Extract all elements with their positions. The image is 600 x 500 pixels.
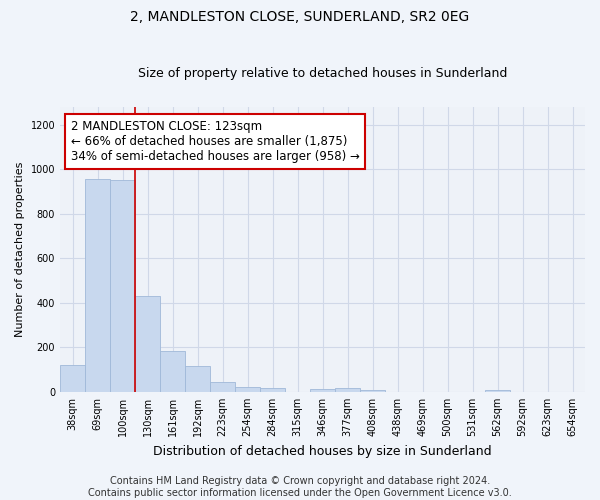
Bar [260,388,285,392]
Text: 2 MANDLESTON CLOSE: 123sqm
← 66% of detached houses are smaller (1,875)
34% of s: 2 MANDLESTON CLOSE: 123sqm ← 66% of deta… [71,120,359,163]
Bar [210,382,235,392]
Bar [310,388,335,392]
Bar [60,365,85,392]
Bar [360,390,385,392]
Bar [185,366,210,392]
Bar [160,351,185,392]
Bar [110,180,135,392]
Bar [135,296,160,392]
Bar [485,390,510,392]
Text: Contains HM Land Registry data © Crown copyright and database right 2024.
Contai: Contains HM Land Registry data © Crown c… [88,476,512,498]
Y-axis label: Number of detached properties: Number of detached properties [15,162,25,337]
Bar [235,388,260,392]
Bar [85,180,110,392]
X-axis label: Distribution of detached houses by size in Sunderland: Distribution of detached houses by size … [153,444,492,458]
Title: Size of property relative to detached houses in Sunderland: Size of property relative to detached ho… [138,66,507,80]
Text: 2, MANDLESTON CLOSE, SUNDERLAND, SR2 0EG: 2, MANDLESTON CLOSE, SUNDERLAND, SR2 0EG [130,10,470,24]
Bar [335,388,360,392]
